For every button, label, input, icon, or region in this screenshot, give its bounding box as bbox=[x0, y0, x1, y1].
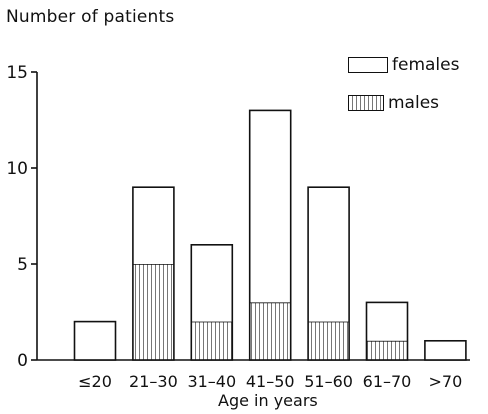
bar-outline-5 bbox=[307, 186, 350, 361]
bar-outline-4 bbox=[248, 109, 292, 361]
bar-females-2 bbox=[132, 187, 174, 264]
x-tick-label-3: 31–40 bbox=[187, 372, 236, 391]
bar-males-4 bbox=[249, 302, 291, 360]
y-tick-label-0: 0 bbox=[17, 351, 28, 371]
x-tick-label-7: >70 bbox=[429, 372, 463, 391]
y-tick-label-15: 15 bbox=[6, 63, 28, 83]
x-tick-label-2: 21–30 bbox=[129, 372, 178, 391]
x-tick-label-5: 51–60 bbox=[304, 372, 353, 391]
bar-females-4 bbox=[249, 110, 291, 303]
bar-females-6 bbox=[366, 302, 408, 341]
bar-males-6 bbox=[366, 340, 408, 360]
legend-swatch-females bbox=[348, 57, 388, 73]
legend-label-males: males bbox=[388, 93, 440, 113]
bar-outline-6 bbox=[365, 301, 409, 361]
legend-swatch-males bbox=[348, 95, 384, 111]
x-tick-label-1: ≤20 bbox=[78, 372, 112, 391]
bar-females-5 bbox=[308, 187, 350, 322]
bar-outline-3 bbox=[190, 244, 234, 361]
bar-males-3 bbox=[191, 321, 233, 360]
bar-males-2 bbox=[132, 264, 174, 360]
bar-females-1 bbox=[74, 321, 116, 360]
x-axis-label: Age in years bbox=[218, 391, 318, 410]
bar-females-3 bbox=[191, 244, 233, 322]
bar-outline-7 bbox=[424, 339, 467, 361]
bar-males-5 bbox=[308, 321, 350, 360]
legend-label-females: females bbox=[392, 55, 460, 75]
bar-outline-1 bbox=[73, 320, 117, 361]
y-axis-label: Number of patients bbox=[6, 7, 175, 27]
x-tick-label-6: 61–70 bbox=[363, 372, 412, 391]
y-tick-label-10: 10 bbox=[6, 159, 28, 179]
y-tick-label-5: 5 bbox=[17, 255, 28, 275]
bar-outline-2 bbox=[132, 186, 175, 361]
bar-females-7 bbox=[424, 340, 466, 360]
x-tick-label-4: 41–50 bbox=[246, 372, 295, 391]
